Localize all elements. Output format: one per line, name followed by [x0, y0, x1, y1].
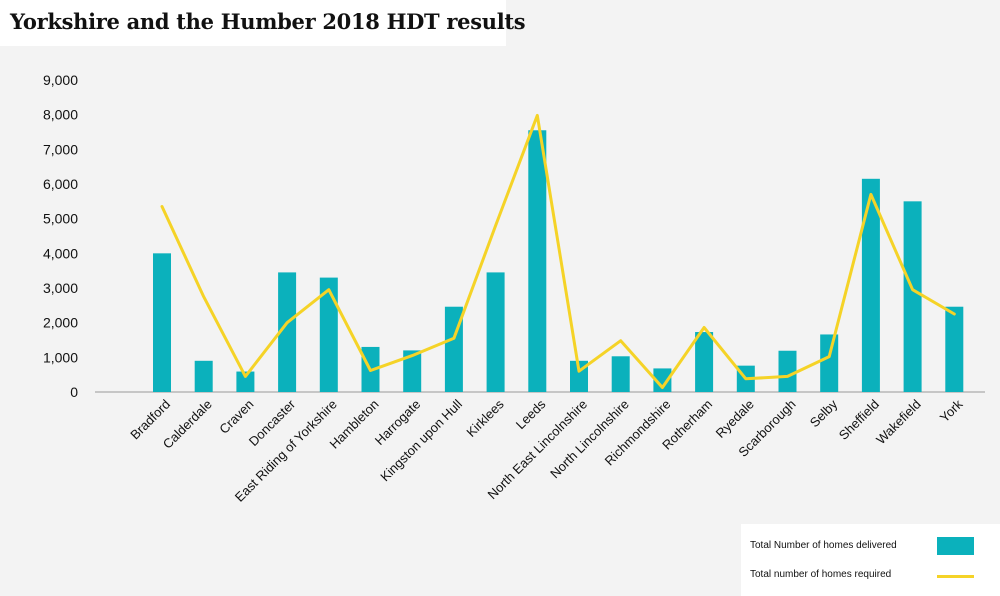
y-tick-label: 5,000 — [43, 211, 78, 227]
bar-delivered — [278, 272, 297, 392]
bar-delivered — [778, 350, 797, 392]
y-tick-label: 0 — [70, 384, 78, 400]
legend-item-delivered: Total Number of homes delivered — [741, 537, 1000, 557]
bar-delivered — [153, 253, 171, 392]
bar-delivered — [820, 334, 839, 392]
bar-delivered — [611, 356, 630, 392]
bar-delivered — [903, 201, 922, 392]
y-tick-label: 4,000 — [43, 245, 78, 261]
y-tick-label: 8,000 — [43, 107, 78, 123]
legend-swatch-delivered — [937, 537, 974, 555]
legend: Total Number of homes delivered Total nu… — [741, 524, 1000, 596]
legend-swatch-required — [937, 575, 974, 578]
x-tick-label: Kirklees — [463, 396, 507, 440]
y-tick-label: 1,000 — [43, 349, 78, 365]
x-tick-label: Selby — [807, 396, 841, 430]
x-tick-label: North Lincolnshire — [547, 397, 632, 482]
bar-delivered — [194, 360, 213, 392]
chart-title: Yorkshire and the Humber 2018 HDT result… — [10, 9, 526, 34]
bar-delivered — [319, 277, 338, 392]
line-required — [160, 113, 956, 389]
bar-delivered — [861, 178, 880, 392]
bar-delivered — [403, 350, 422, 392]
x-tick-label: Wakefield — [873, 397, 924, 448]
x-tick-label: York — [937, 396, 966, 425]
bar-delivered — [486, 272, 505, 392]
bar-delivered — [695, 332, 714, 392]
y-tick-label: 7,000 — [43, 141, 78, 157]
y-tick-label: 6,000 — [43, 176, 78, 192]
x-tick-label: Craven — [216, 397, 256, 437]
bar-delivered — [528, 130, 547, 392]
y-tick-label: 3,000 — [43, 280, 78, 296]
x-tick-label: Kingston upon Hull — [377, 396, 465, 484]
legend-label-delivered: Total Number of homes delivered — [750, 540, 897, 551]
bar-delivered — [945, 306, 964, 392]
legend-label-required: Total number of homes required — [750, 569, 892, 580]
x-tick-label: Leeds — [513, 396, 549, 432]
bar-delivered — [236, 371, 255, 392]
y-tick-label: 2,000 — [43, 315, 78, 331]
legend-item-required: Total number of homes required — [741, 566, 1000, 586]
bar-delivered — [653, 368, 672, 392]
y-tick-label: 9,000 — [43, 72, 78, 88]
title-box: Yorkshire and the Humber 2018 HDT result… — [0, 0, 526, 46]
